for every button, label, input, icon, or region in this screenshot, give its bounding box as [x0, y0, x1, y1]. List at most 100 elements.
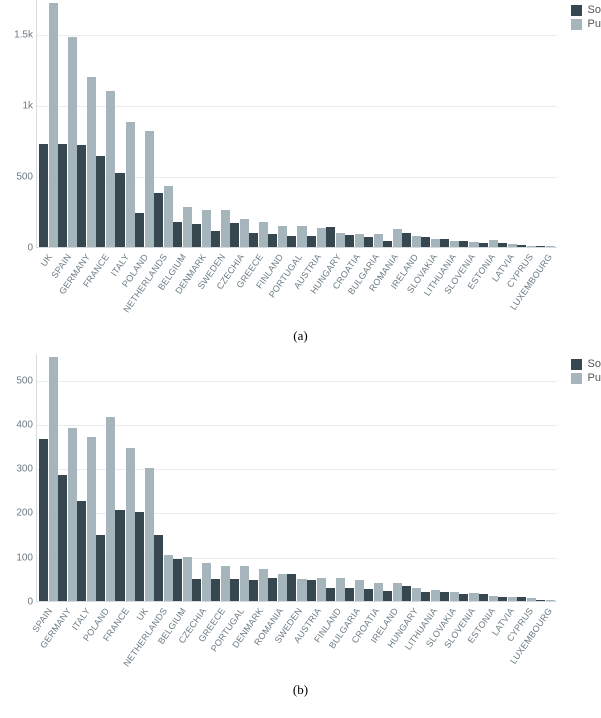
- bar-s2: [297, 579, 306, 601]
- chart-a-panel: So Pu 05001k1.5k UKSPAINGERMANYFRANCEITA…: [0, 0, 601, 344]
- bar-s2: [221, 210, 230, 247]
- chart-b-bars: [37, 354, 557, 601]
- bar-group: [230, 566, 249, 601]
- bar-s1: [115, 173, 124, 247]
- bar-s1: [383, 241, 392, 247]
- bar-s1: [459, 241, 468, 247]
- bar-s1: [498, 597, 507, 601]
- bar-s2: [355, 234, 364, 247]
- bar-s1: [192, 579, 201, 601]
- bar-s1: [307, 236, 316, 247]
- bar-group: [39, 357, 58, 601]
- bar-s2: [508, 244, 517, 247]
- bar-group: [230, 219, 249, 247]
- bar-s1: [77, 145, 86, 247]
- bar-s1: [364, 589, 373, 601]
- x-tick-label: UK: [38, 252, 54, 268]
- legend-swatch-s2: [571, 19, 582, 30]
- bar-group: [58, 37, 77, 247]
- y-tick-label: 0: [3, 597, 33, 608]
- bar-s2: [489, 240, 498, 247]
- bar-s1: [39, 144, 48, 247]
- y-tick-label: 1.5k: [3, 30, 33, 41]
- bar-s1: [479, 243, 488, 247]
- bar-group: [154, 186, 173, 247]
- bar-group: [58, 428, 77, 601]
- chart-a-plot: 05001k1.5k: [36, 0, 557, 248]
- bar-s1: [517, 597, 526, 601]
- bar-s2: [450, 241, 459, 247]
- bar-s1: [249, 580, 258, 601]
- bar-s2: [164, 186, 173, 247]
- legend-item-s2: Pu: [571, 372, 601, 384]
- bar-s2: [68, 428, 77, 601]
- bar-s2: [527, 246, 536, 247]
- bar-group: [173, 557, 192, 601]
- bar-s1: [135, 213, 144, 247]
- bar-s2: [355, 580, 364, 601]
- bar-s1: [364, 237, 373, 247]
- bar-s2: [278, 226, 287, 247]
- bar-s1: [135, 512, 144, 601]
- legend-swatch-s1: [571, 5, 582, 16]
- bar-s2: [49, 357, 58, 601]
- bar-group: [402, 233, 421, 247]
- bar-group: [96, 91, 115, 247]
- bar-group: [154, 535, 173, 601]
- bar-s2: [469, 242, 478, 247]
- bar-s1: [459, 594, 468, 601]
- bar-s2: [336, 578, 345, 601]
- bar-s1: [173, 222, 182, 248]
- bar-s1: [154, 535, 163, 601]
- chart-a-caption: (a): [0, 328, 601, 344]
- bar-s1: [307, 580, 316, 601]
- bar-group: [96, 417, 115, 601]
- bar-s2: [450, 592, 459, 601]
- bar-s2: [412, 588, 421, 601]
- bar-s2: [546, 600, 555, 601]
- bar-s1: [326, 227, 335, 247]
- bar-s2: [259, 569, 268, 601]
- bar-s2: [106, 417, 115, 601]
- bar-s2: [87, 437, 96, 601]
- bar-s1: [115, 510, 124, 601]
- bar-s2: [126, 122, 135, 247]
- y-tick-label: 500: [3, 375, 33, 386]
- bar-s1: [211, 579, 220, 601]
- bar-s1: [479, 594, 488, 601]
- y-tick-label: 300: [3, 464, 33, 475]
- bar-group: [307, 228, 326, 247]
- legend-label-s1: So: [588, 358, 601, 370]
- bar-s2: [221, 566, 230, 601]
- bar-s1: [249, 233, 258, 247]
- bar-s1: [440, 239, 449, 248]
- bar-s2: [393, 229, 402, 247]
- bar-group: [498, 243, 517, 247]
- bar-group: [115, 448, 134, 601]
- bar-s2: [546, 246, 555, 247]
- legend-item-s1: So: [571, 4, 601, 16]
- bar-s2: [297, 226, 306, 247]
- bar-group: [173, 207, 192, 247]
- bar-s1: [402, 233, 411, 247]
- bar-group: [39, 3, 58, 247]
- bar-group: [421, 590, 440, 601]
- bar-group: [345, 234, 364, 247]
- bar-s1: [96, 535, 105, 601]
- bar-s2: [489, 596, 498, 601]
- bar-s1: [536, 246, 545, 247]
- chart-a-bars: [37, 0, 557, 247]
- bar-group: [307, 578, 326, 601]
- bar-s2: [240, 566, 249, 601]
- bar-s1: [326, 588, 335, 601]
- bar-group: [383, 583, 402, 601]
- bar-group: [517, 597, 536, 601]
- bar-group: [402, 586, 421, 602]
- bar-s2: [202, 563, 211, 601]
- bar-s1: [230, 223, 239, 247]
- chart-b-panel: So Pu 0100200300400500 SPAINGERMANYITALY…: [0, 354, 601, 698]
- legend-swatch-s1: [571, 359, 582, 370]
- bar-s1: [39, 439, 48, 601]
- bar-s1: [154, 193, 163, 247]
- y-tick-label: 0: [3, 243, 33, 254]
